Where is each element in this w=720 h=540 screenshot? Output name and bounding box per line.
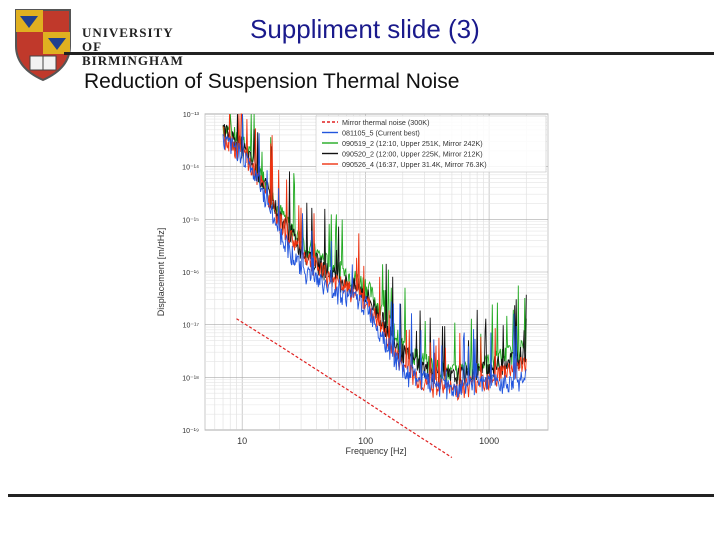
y-tick-label: 10⁻¹³ bbox=[183, 112, 200, 119]
noise-spectrum-chart: 10 100 1000 10⁻¹³ 10⁻¹⁴ 10⁻¹⁵ 10⁻¹⁶ 10⁻¹⁷ 10⁻¹⁸ 1… bbox=[156, 112, 549, 459]
series-line bbox=[222, 113, 527, 401]
university-logo: UNIVERSITY OF BIRMINGHAM bbox=[8, 6, 183, 84]
x-tick-label: 1000 bbox=[479, 436, 499, 446]
legend-label: 090520_2 (12:00, Upper 225K, Mirror 212K… bbox=[342, 150, 483, 159]
university-name-line1: UNIVERSITY OF bbox=[82, 25, 174, 54]
legend-label: 090519_2 (12:10, Upper 251K, Mirror 242K… bbox=[342, 139, 483, 148]
slide-title: Suppliment slide (3) bbox=[250, 14, 480, 44]
slide-subtitle: Reduction of Suspension Thermal Noise bbox=[84, 70, 460, 93]
tick-labels: 10 100 1000 10⁻¹³ 10⁻¹⁴ 10⁻¹⁵ 10⁻¹⁶ 10⁻¹⁷ 10⁻¹⁸ 1… bbox=[182, 112, 499, 446]
university-shield-icon bbox=[15, 9, 71, 82]
series-line bbox=[222, 113, 527, 400]
series-line-mirror-thermal-noise bbox=[236, 318, 453, 459]
y-axis-label: Displacement [m/rtHz] bbox=[156, 228, 166, 317]
y-tick-label: 10⁻¹⁹ bbox=[182, 428, 199, 435]
x-tick-label: 100 bbox=[358, 436, 373, 446]
bottom-divider bbox=[8, 494, 714, 497]
x-tick-label: 10 bbox=[237, 436, 247, 446]
legend: Mirror thermal noise (300K) 081105_5 (Cur… bbox=[315, 115, 547, 173]
legend-label: Mirror thermal noise (300K) bbox=[342, 118, 429, 127]
x-axis-label: Frequency [Hz] bbox=[345, 446, 406, 456]
y-tick-label: 10⁻¹⁷ bbox=[183, 323, 200, 330]
y-tick-label: 10⁻¹⁶ bbox=[182, 270, 199, 277]
legend-box bbox=[315, 115, 547, 173]
university-name-line2: BIRMINGHAM bbox=[82, 53, 184, 68]
y-tick-label: 10⁻¹⁴ bbox=[182, 165, 199, 172]
legend-label: 090526_4 (16:37, Upper 31.4K, Mirror 76.… bbox=[342, 160, 487, 169]
legend-label: 081105_5 (Current best) bbox=[342, 129, 420, 138]
y-tick-label: 10⁻¹⁸ bbox=[182, 375, 199, 382]
top-divider bbox=[64, 52, 714, 55]
series-layer bbox=[222, 113, 527, 459]
y-tick-label: 10⁻¹⁵ bbox=[182, 217, 199, 224]
